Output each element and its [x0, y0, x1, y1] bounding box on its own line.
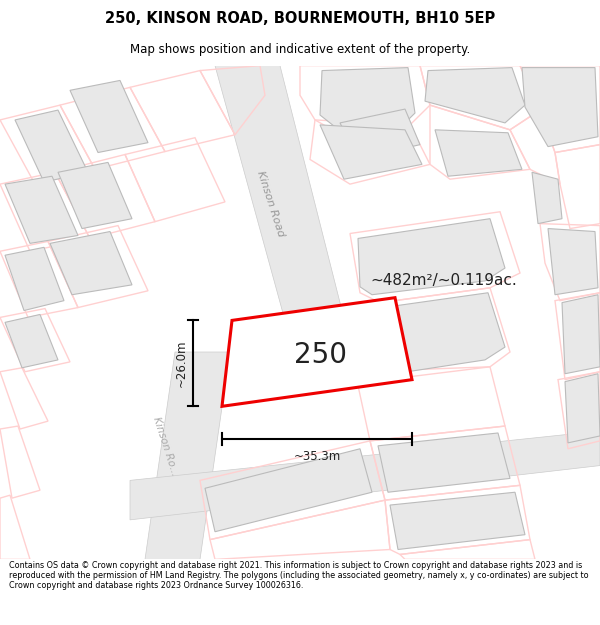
Polygon shape: [5, 176, 78, 243]
Polygon shape: [130, 431, 600, 520]
Polygon shape: [215, 66, 350, 357]
Polygon shape: [70, 81, 148, 152]
Polygon shape: [340, 109, 420, 159]
Text: ~482m²/~0.119ac.: ~482m²/~0.119ac.: [370, 273, 517, 288]
Text: ~26.0m: ~26.0m: [175, 339, 187, 387]
Polygon shape: [390, 492, 525, 549]
Polygon shape: [435, 130, 522, 176]
Polygon shape: [50, 231, 132, 295]
Polygon shape: [320, 68, 415, 135]
Text: 250: 250: [293, 341, 347, 369]
Polygon shape: [205, 449, 372, 532]
Text: ~35.3m: ~35.3m: [293, 450, 341, 463]
Polygon shape: [548, 229, 598, 295]
Polygon shape: [15, 110, 88, 182]
Polygon shape: [562, 295, 600, 374]
Polygon shape: [532, 173, 562, 224]
Polygon shape: [320, 125, 422, 179]
Polygon shape: [358, 219, 505, 295]
Polygon shape: [145, 352, 230, 559]
Polygon shape: [5, 248, 64, 311]
Polygon shape: [378, 433, 510, 492]
Text: 250, KINSON ROAD, BOURNEMOUTH, BH10 5EP: 250, KINSON ROAD, BOURNEMOUTH, BH10 5EP: [105, 11, 495, 26]
Polygon shape: [58, 162, 132, 229]
Polygon shape: [565, 374, 600, 443]
Text: Map shows position and indicative extent of the property.: Map shows position and indicative extent…: [130, 42, 470, 56]
Polygon shape: [522, 68, 598, 147]
Polygon shape: [222, 298, 412, 406]
Text: Kinson Road: Kinson Road: [254, 169, 286, 238]
Text: Contains OS data © Crown copyright and database right 2021. This information is : Contains OS data © Crown copyright and d…: [9, 561, 589, 591]
Polygon shape: [360, 292, 505, 377]
Text: Kinson Ro...: Kinson Ro...: [151, 415, 179, 476]
Polygon shape: [248, 314, 394, 391]
Polygon shape: [425, 68, 525, 123]
Polygon shape: [5, 314, 58, 368]
